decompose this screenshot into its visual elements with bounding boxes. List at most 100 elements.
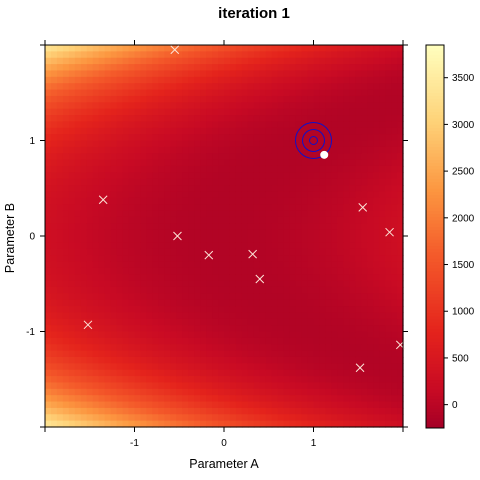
heatmap-cell bbox=[134, 407, 142, 415]
heatmap-cell bbox=[307, 242, 315, 250]
heatmap-cell bbox=[319, 363, 327, 371]
heatmap-cell bbox=[379, 70, 386, 78]
heatmap-cell bbox=[50, 178, 58, 186]
heatmap-cell bbox=[373, 57, 380, 65]
heatmap-cell bbox=[301, 165, 309, 173]
heatmap-cell bbox=[307, 83, 315, 91]
colorbar-segment bbox=[426, 226, 444, 231]
heatmap-cell bbox=[45, 318, 52, 326]
heatmap-cell bbox=[337, 153, 344, 161]
heatmap-cell bbox=[367, 312, 374, 320]
heatmap-cell bbox=[110, 172, 118, 180]
heatmap-cell bbox=[212, 51, 219, 59]
heatmap-cell bbox=[289, 248, 297, 256]
heatmap-cell bbox=[98, 165, 106, 173]
heatmap-cell bbox=[397, 115, 404, 122]
heatmap-cell bbox=[74, 223, 82, 231]
heatmap-cell bbox=[152, 153, 159, 161]
heatmap-cell bbox=[301, 95, 309, 103]
heatmap-cell bbox=[194, 350, 201, 358]
heatmap-cell bbox=[116, 356, 124, 364]
heatmap-cell bbox=[277, 185, 285, 193]
heatmap-cell bbox=[188, 159, 195, 167]
heatmap-cell bbox=[301, 286, 309, 294]
heatmap-cell bbox=[313, 369, 321, 377]
heatmap-cell bbox=[98, 89, 106, 97]
heatmap-cell bbox=[140, 248, 148, 256]
heatmap-cell bbox=[182, 318, 189, 326]
heatmap-cell bbox=[80, 299, 88, 307]
colorbar-segment bbox=[426, 246, 444, 250]
heatmap-cell bbox=[277, 197, 285, 205]
heatmap-cell bbox=[367, 350, 374, 358]
heatmap-cell bbox=[307, 185, 315, 193]
heatmap-cell bbox=[277, 204, 285, 212]
heatmap-cell bbox=[50, 102, 58, 110]
heatmap-cell bbox=[343, 293, 350, 301]
heatmap-cell bbox=[188, 401, 195, 409]
heatmap-cell bbox=[385, 248, 392, 256]
heatmap-cell bbox=[253, 286, 261, 294]
heatmap-cell bbox=[194, 356, 201, 364]
heatmap-cell bbox=[80, 115, 88, 122]
heatmap-cell bbox=[319, 89, 327, 97]
heatmap-cell bbox=[277, 306, 285, 313]
colorbar-segment bbox=[426, 92, 444, 97]
heatmap-cell bbox=[355, 153, 362, 161]
heatmap-cell bbox=[319, 140, 327, 148]
heatmap-cell bbox=[247, 45, 255, 52]
heatmap-cell bbox=[62, 337, 70, 345]
heatmap-cell bbox=[80, 229, 88, 237]
heatmap-cell bbox=[56, 388, 64, 396]
heatmap-cell bbox=[182, 331, 189, 339]
heatmap-cell bbox=[74, 325, 82, 333]
heatmap-cell bbox=[247, 197, 255, 205]
heatmap-cell bbox=[349, 414, 356, 422]
heatmap-cell bbox=[206, 127, 213, 135]
heatmap-cell bbox=[56, 242, 64, 250]
heatmap-cell bbox=[45, 382, 52, 390]
heatmap-cell bbox=[277, 363, 285, 371]
heatmap-cell bbox=[56, 306, 64, 313]
heatmap-cell bbox=[361, 89, 368, 97]
heatmap-cell bbox=[391, 306, 398, 313]
heatmap-cell bbox=[182, 261, 189, 269]
heatmap-cell bbox=[295, 274, 303, 282]
heatmap-cell bbox=[45, 178, 52, 186]
heatmap-cell bbox=[355, 223, 362, 231]
colorbar-segment bbox=[426, 277, 444, 282]
heatmap-cell bbox=[283, 395, 291, 403]
heatmap-cell bbox=[247, 146, 255, 154]
heatmap-cell bbox=[283, 350, 291, 358]
heatmap-cell bbox=[259, 293, 267, 301]
heatmap-cell bbox=[391, 51, 398, 59]
heatmap-cell bbox=[241, 89, 249, 97]
heatmap-cell bbox=[247, 401, 255, 409]
heatmap-cell bbox=[98, 210, 106, 218]
heatmap-cell bbox=[212, 350, 219, 358]
heatmap-cell bbox=[259, 121, 267, 129]
heatmap-cell bbox=[241, 236, 249, 243]
heatmap-cell bbox=[45, 407, 52, 415]
heatmap-cell bbox=[241, 70, 249, 78]
heatmap-cell bbox=[206, 216, 213, 224]
heatmap-cell bbox=[229, 242, 237, 250]
heatmap-cell bbox=[241, 140, 249, 148]
heatmap-cell bbox=[373, 76, 380, 84]
heatmap-cell bbox=[397, 70, 404, 78]
heatmap-cell bbox=[385, 64, 392, 72]
heatmap-cell bbox=[379, 280, 386, 288]
heatmap-cell bbox=[253, 267, 261, 275]
heatmap-cell bbox=[45, 121, 52, 129]
heatmap-cell bbox=[229, 420, 237, 428]
colorbar-segment bbox=[426, 70, 444, 75]
heatmap-cell bbox=[152, 216, 159, 224]
heatmap-cell bbox=[241, 210, 249, 218]
heatmap-cell bbox=[212, 159, 219, 167]
heatmap-cell bbox=[325, 331, 332, 339]
heatmap-cell bbox=[259, 248, 267, 256]
heatmap-cell bbox=[355, 242, 362, 250]
heatmap-cell bbox=[86, 153, 94, 161]
colorbar-tick-label: 0 bbox=[452, 400, 458, 411]
heatmap-cell bbox=[241, 293, 249, 301]
